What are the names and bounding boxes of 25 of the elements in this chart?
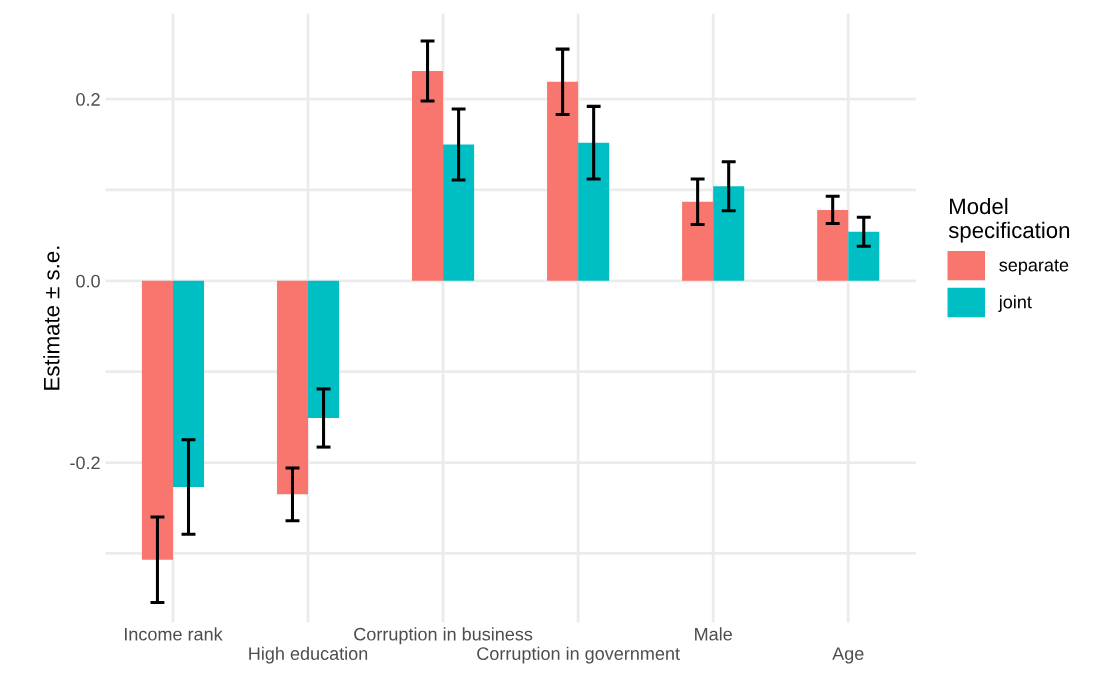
bar bbox=[443, 144, 475, 281]
legend-title: Model specification bbox=[948, 197, 1070, 243]
legend-label: joint bbox=[998, 295, 1032, 312]
y-tick-label: -0.2 bbox=[70, 456, 100, 470]
bar bbox=[713, 186, 745, 281]
y-axis-title: Estimate ± s.e. bbox=[43, 246, 60, 390]
x-tick-label: Corruption in business bbox=[354, 627, 533, 645]
y-tick-label: 0.0 bbox=[76, 274, 100, 288]
bar bbox=[547, 81, 579, 281]
bar bbox=[412, 70, 444, 281]
x-tick-label: Corruption in government bbox=[477, 646, 680, 664]
x-tick-label: Age bbox=[832, 647, 864, 664]
bar bbox=[308, 280, 340, 419]
y-tick-label: 0.2 bbox=[76, 93, 100, 106]
x-tick-label: Male bbox=[695, 627, 732, 641]
x-tick-label: High education bbox=[249, 646, 368, 664]
bar bbox=[817, 209, 849, 281]
bar bbox=[276, 280, 309, 495]
bar bbox=[848, 231, 880, 281]
bar bbox=[578, 142, 610, 281]
bar bbox=[172, 280, 205, 488]
bar bbox=[682, 201, 714, 281]
legend-label: separate bbox=[999, 259, 1069, 276]
bar bbox=[141, 280, 173, 560]
x-tick-label: Income rank bbox=[124, 627, 223, 641]
